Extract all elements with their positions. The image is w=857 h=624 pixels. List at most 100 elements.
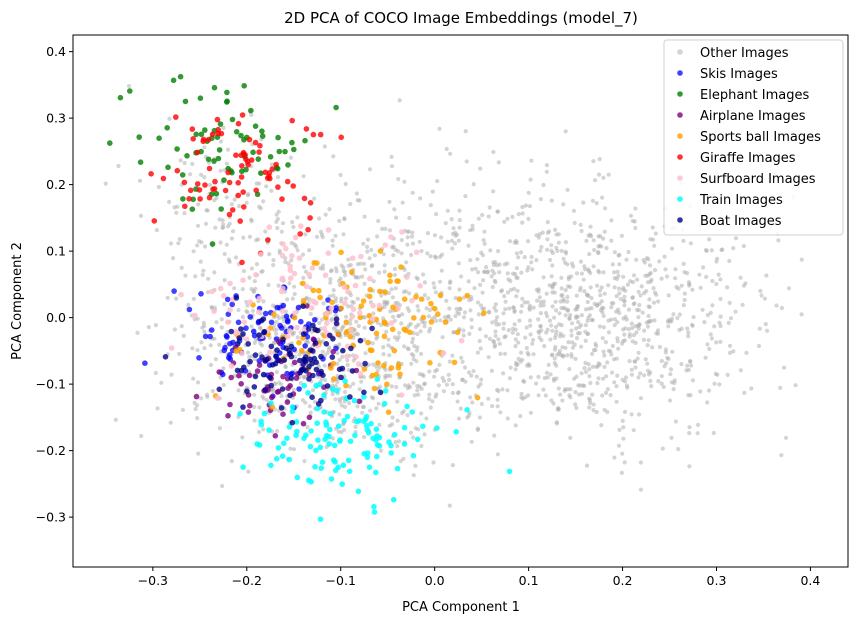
data-point (479, 250, 484, 255)
data-point (536, 317, 541, 322)
data-point (269, 188, 274, 193)
data-point (261, 410, 268, 417)
data-point (476, 270, 481, 275)
data-point (614, 399, 619, 404)
data-point (573, 356, 578, 361)
data-point (677, 327, 682, 333)
data-point (774, 303, 779, 308)
data-point (257, 181, 262, 186)
data-point (341, 232, 346, 237)
data-point (256, 149, 262, 155)
data-point (548, 372, 553, 377)
data-point (229, 301, 235, 308)
data-point (279, 276, 285, 283)
data-point (291, 387, 296, 392)
data-point (252, 123, 259, 129)
data-point (434, 425, 440, 431)
data-point (285, 297, 290, 302)
y-tick-label: 0.0 (46, 310, 66, 325)
data-point (578, 383, 583, 388)
data-point (638, 487, 644, 492)
data-point (697, 272, 702, 277)
data-point (380, 226, 385, 231)
data-point (214, 395, 221, 401)
data-point (685, 363, 690, 368)
data-point (597, 157, 602, 162)
data-point (226, 211, 233, 218)
data-point (474, 374, 479, 379)
data-point (267, 374, 273, 381)
data-point (230, 229, 236, 234)
data-point (453, 429, 460, 435)
data-point (457, 287, 462, 292)
data-point (346, 468, 353, 475)
data-point (298, 318, 304, 325)
data-point (227, 280, 233, 287)
data-point (714, 281, 719, 287)
data-point (427, 360, 433, 366)
data-point (621, 285, 626, 290)
data-point (442, 319, 449, 325)
data-point (279, 386, 286, 392)
data-point (224, 334, 230, 340)
data-point (298, 223, 304, 229)
data-point (387, 353, 392, 358)
data-point (516, 255, 521, 260)
data-point (202, 182, 208, 188)
data-point (434, 255, 439, 260)
data-point (188, 172, 193, 177)
data-point (397, 371, 403, 378)
data-point (317, 516, 324, 522)
data-point (482, 229, 487, 234)
data-point (327, 410, 334, 417)
data-point (325, 350, 330, 355)
data-point (631, 273, 637, 278)
data-point (224, 89, 230, 96)
data-point (467, 331, 472, 336)
data-point (595, 381, 600, 386)
data-point (510, 214, 515, 219)
data-point (404, 260, 409, 265)
data-point (383, 373, 388, 378)
data-point (583, 369, 589, 375)
data-point (779, 305, 785, 311)
data-point (256, 237, 261, 242)
data-point (399, 321, 404, 326)
data-point (717, 320, 722, 325)
data-point (127, 84, 132, 89)
data-point (540, 230, 545, 235)
data-point (384, 381, 390, 388)
data-point (705, 342, 710, 347)
data-point (637, 412, 642, 417)
data-point (588, 224, 593, 229)
data-point (255, 309, 262, 315)
data-point (457, 225, 462, 230)
data-point (541, 387, 546, 392)
data-point (674, 284, 679, 290)
data-point (226, 257, 231, 262)
data-point (367, 275, 373, 282)
data-point (541, 303, 546, 308)
data-point (360, 410, 365, 415)
data-point (371, 362, 376, 367)
data-point (596, 376, 601, 381)
data-point (241, 269, 246, 274)
data-point (363, 351, 368, 356)
data-point (316, 287, 322, 294)
data-point (428, 319, 435, 325)
data-point (215, 130, 221, 137)
data-point (245, 303, 250, 308)
data-point (357, 310, 363, 316)
data-point (205, 156, 212, 163)
data-point (287, 383, 293, 389)
data-point (167, 116, 172, 121)
data-point (505, 388, 510, 393)
data-point (268, 343, 275, 350)
data-point (626, 327, 632, 332)
data-point (473, 266, 478, 271)
data-point (671, 312, 676, 317)
data-point (590, 351, 595, 357)
data-point (251, 332, 258, 339)
